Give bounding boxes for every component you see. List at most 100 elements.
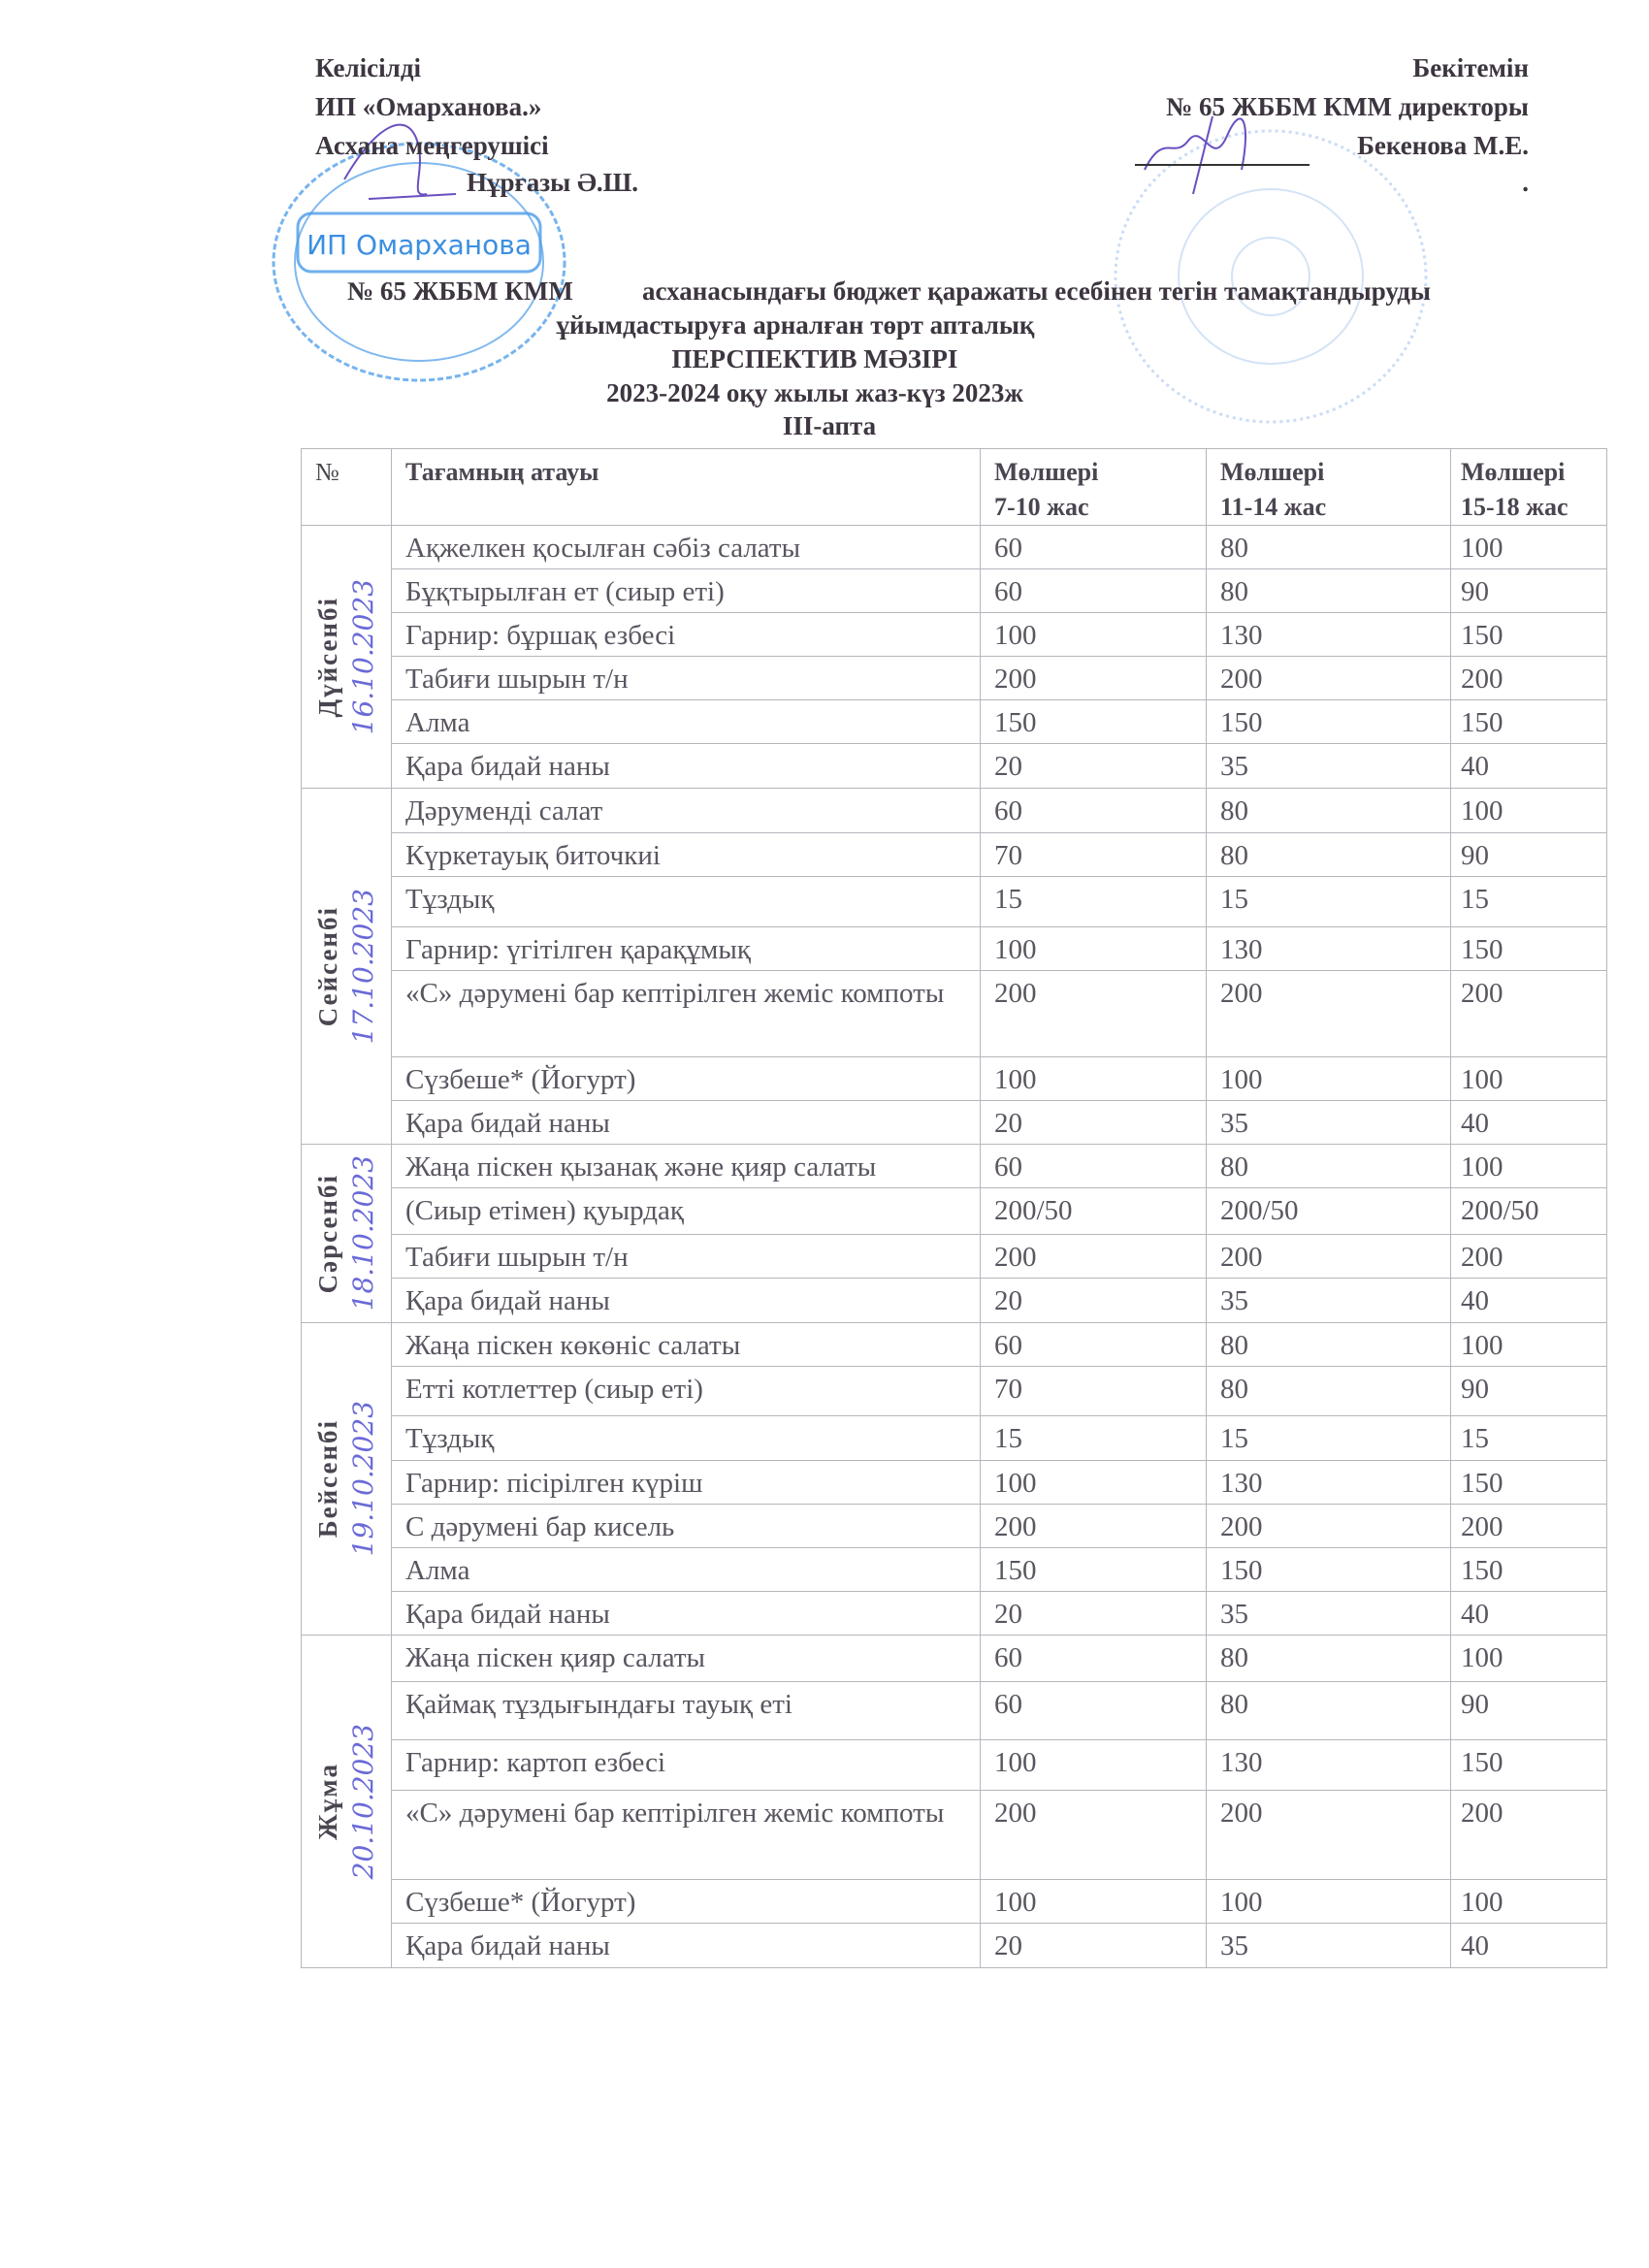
day-name: Бейсенбі [313,1419,342,1539]
table-row: Гарнир: бұршақ езбесі 100 130 150 [302,612,1607,657]
day-cell: Жұма 20.10.2023 [301,1635,392,1968]
portion-7-10: 200 [980,1504,1207,1548]
day-name: Жұма [313,1763,342,1840]
portion-11-14: 130 [1206,1460,1451,1505]
approved-label: Келісілді [315,53,421,82]
menu-body: Дүйсенбі 16.10.2023 Ақжелкен қосылған сәбі… [301,525,1607,1968]
header-age-15-18: Мөлшері 15-18 жас [1450,448,1607,526]
portion-7-10: 60 [980,1635,1207,1682]
portion-11-14: 130 [1206,612,1451,657]
dish-name: Қара бидай наны [391,743,981,789]
portion-15-18: 150 [1450,1547,1607,1592]
portion-7-10: 70 [980,832,1207,877]
day-cell: Бейсенбі 19.10.2023 [301,1322,392,1636]
portion-15-18: 40 [1450,1100,1607,1145]
portion-11-14: 80 [1206,568,1451,613]
dish-name: Сүзбеше* (Йогурт) [391,1879,981,1924]
table-row: «С» дәрумені бар кептірілген жеміс компо… [302,970,1607,1057]
table-row: Гарнир: картоп езбесі 100 130 150 [302,1739,1607,1791]
portion-11-14: 35 [1206,1923,1451,1968]
portion-15-18: 150 [1450,926,1607,971]
handwritten-date: 16.10.2023 [347,578,379,735]
dish-name: «С» дәрумені бар кептірілген жеміс компо… [391,970,981,1057]
portion-11-14: 80 [1206,525,1451,569]
title-line-1: асханасындағы бюджет қаражаты есебінен т… [642,276,1431,306]
portion-11-14: 15 [1206,1415,1451,1461]
table-row: Қара бидай наны 20 35 40 [302,1100,1607,1145]
company-stamp: ИП Омарханова [272,142,566,382]
signer-name-left: Нұрғазы Ә.Ш. [467,168,639,197]
dish-name: Жаңа піскен көкөніс салаты [391,1322,981,1367]
table-row: «С» дәрумені бар кептірілген жеміс компо… [302,1790,1607,1880]
portion-7-10: 100 [980,1739,1207,1791]
portion-7-10: 100 [980,1056,1207,1101]
portion-11-14: 100 [1206,1056,1451,1101]
portion-15-18: 40 [1450,1923,1607,1968]
header-age-11-14: Мөлшері 11-14 жас [1206,448,1451,526]
dish-name: Сүзбеше* (Йогурт) [391,1056,981,1101]
table-row: Алма 150 150 150 [302,699,1607,744]
portion-15-18: 100 [1450,1056,1607,1101]
header-number: № [301,448,392,526]
portion-11-14: 130 [1206,926,1451,971]
table-row: Етті котлеттер (сиыр еті) 70 80 90 [302,1366,1607,1416]
portion-11-14: 80 [1206,832,1451,877]
portion-15-18: 100 [1450,1322,1607,1367]
dish-name: Қара бидай наны [391,1923,981,1968]
dish-name: Тұздық [391,1415,981,1461]
dish-name: Гарнир: пісірілген күріш [391,1460,981,1505]
position-label: Асхана меңгерушісі [315,131,549,160]
director-position: № 65 ЖББМ КММ директоры [1166,92,1529,121]
portion-11-14: 80 [1206,1681,1451,1740]
table-row: (Сиыр етімен) қуырдақ 200/50 200/50 200/50 [302,1187,1607,1235]
dish-name: Күркетауық биточкиі [391,832,981,877]
table-row: Дүйсенбі 16.10.2023 Ақжелкен қосылған сәбі… [301,525,1607,789]
handwritten-date: 20.10.2023 [347,1723,379,1880]
portion-11-14: 200 [1206,1234,1451,1279]
menu-title: ПЕРСПЕКТИВ МӘЗІРІ [671,344,958,373]
portion-15-18: 90 [1450,1366,1607,1416]
portion-15-18: 200 [1450,1504,1607,1548]
dish-name: Қара бидай наны [391,1278,981,1323]
portion-15-18: 200 [1450,1790,1607,1880]
approve-label: Бекітемін [1412,53,1529,82]
portion-7-10: 100 [980,612,1207,657]
portion-15-18: 200 [1450,1234,1607,1279]
day-cell: Дүйсенбі 16.10.2023 [301,525,392,789]
dish-name: Гарнир: бұршақ езбесі [391,612,981,657]
portion-15-18: 200/50 [1450,1187,1607,1235]
portion-15-18: 150 [1450,612,1607,657]
table-row: Бейсенбі 19.10.2023 Жаңа піскен көкөніс са… [301,1322,1607,1636]
portion-7-10: 200 [980,656,1207,700]
table-header-row: № Тағамның атауы Мөлшері 7-10 жас Мөлшер… [301,448,1607,526]
signer-name-right: Бекенова М.Е. [1357,131,1529,160]
portion-11-14: 200 [1206,970,1451,1057]
table-row: Жұма 20.10.2023 Жаңа піскен қияр салаты 60 8… [301,1635,1607,1968]
table-row: С дәрумені бар кисель 200 200 200 [302,1504,1607,1548]
portion-15-18: 40 [1450,743,1607,789]
portion-7-10: 150 [980,1547,1207,1592]
portion-7-10: 20 [980,1591,1207,1636]
portion-11-14: 35 [1206,1100,1451,1145]
portion-11-14: 15 [1206,876,1451,927]
dish-name: «С» дәрумені бар кептірілген жеміс компо… [391,1790,981,1880]
portion-11-14: 200 [1206,656,1451,700]
portion-11-14: 200/50 [1206,1187,1451,1235]
dish-name: Алма [391,1547,981,1592]
portion-7-10: 60 [980,568,1207,613]
portion-11-14: 150 [1206,699,1451,744]
table-row: Табиғи шырын т/н 200 200 200 [302,656,1607,700]
portion-7-10: 20 [980,1278,1207,1323]
table-row: Тұздық 15 15 15 [302,1415,1607,1461]
portion-7-10: 15 [980,876,1207,927]
portion-15-18: 40 [1450,1278,1607,1323]
portion-15-18: 150 [1450,699,1607,744]
portion-7-10: 60 [980,1322,1207,1367]
dish-name: (Сиыр етімен) қуырдақ [391,1187,981,1235]
portion-11-14: 200 [1206,1790,1451,1880]
portion-15-18: 15 [1450,876,1607,927]
portion-15-18: 150 [1450,1460,1607,1505]
title-line-2: ұйымдастыруға арналған төрт апталық [556,310,1035,340]
week-label: ІІІ-апта [782,411,877,440]
portion-11-14: 100 [1206,1879,1451,1924]
